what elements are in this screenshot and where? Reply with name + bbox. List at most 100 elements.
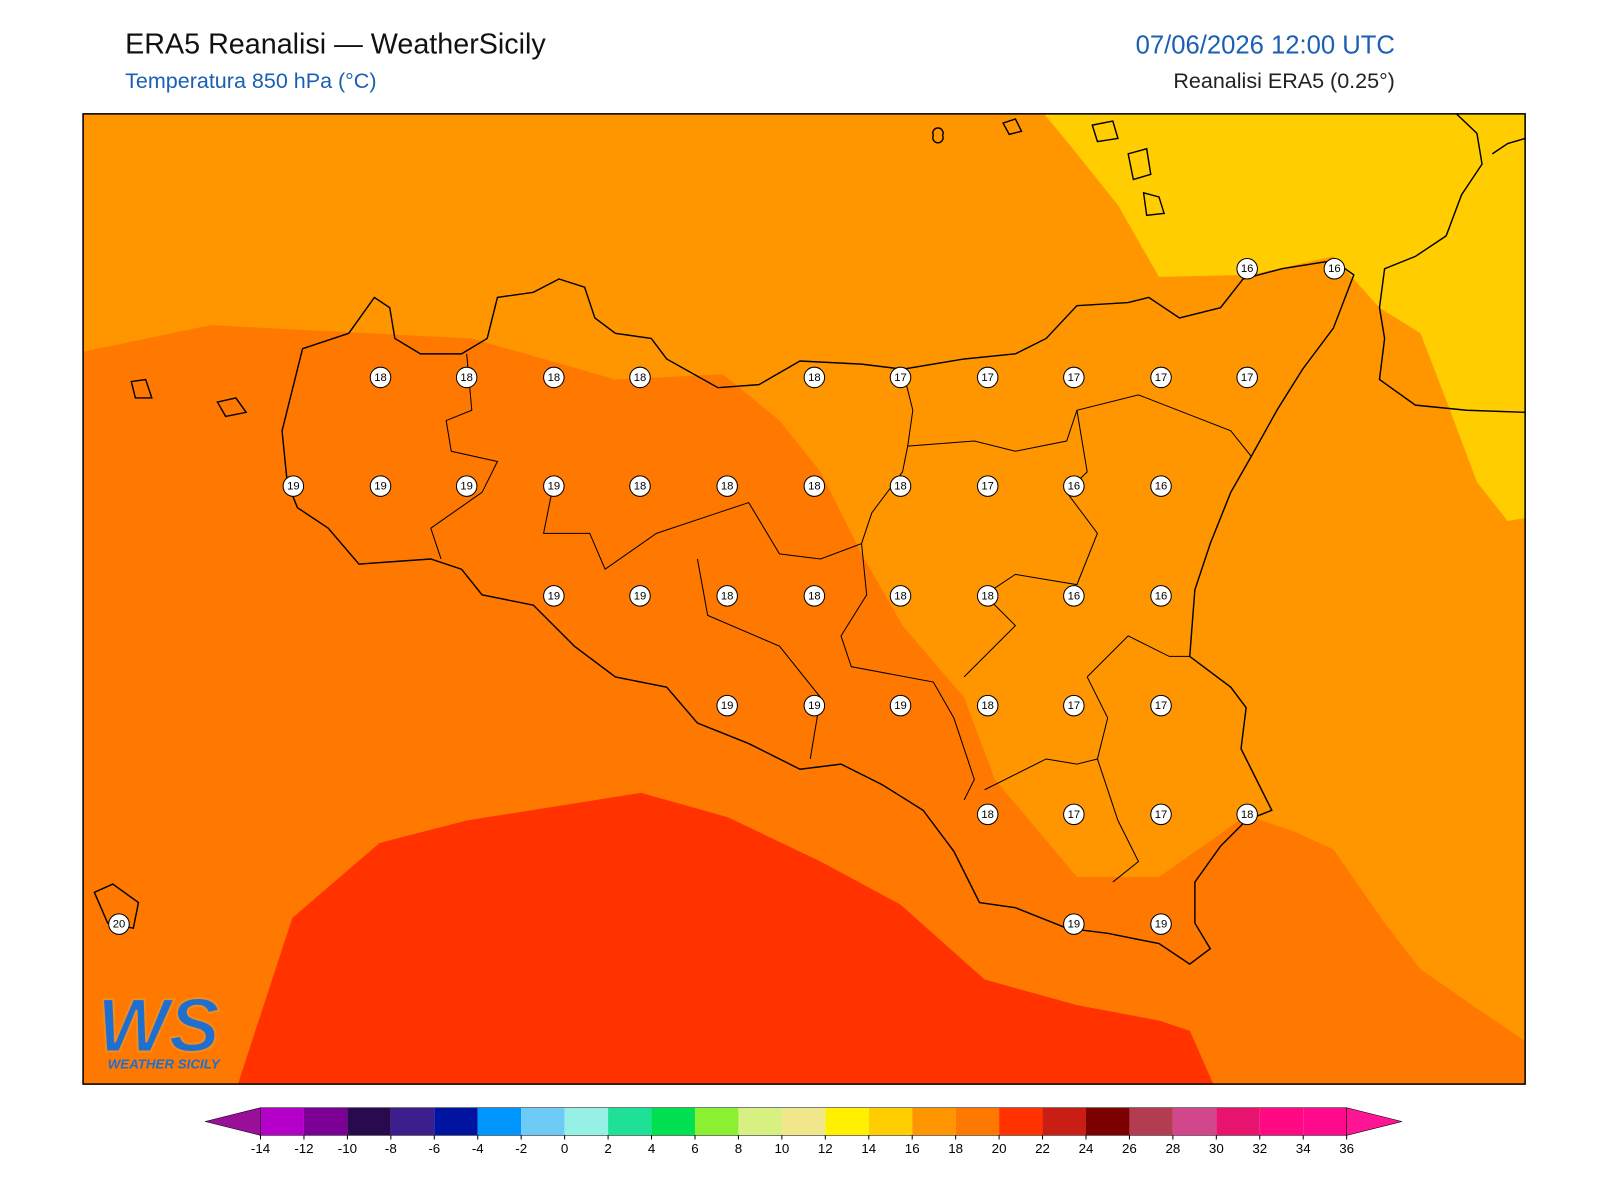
station: 17: [1150, 366, 1172, 389]
colorbar-segment: [521, 1107, 565, 1136]
station-label: 17: [1155, 372, 1168, 384]
station-marker: [1150, 366, 1172, 389]
station-label: 18: [460, 372, 473, 384]
station-label: 19: [548, 481, 561, 493]
colorbar-tick-label: 2: [604, 1141, 611, 1156]
colorbar-segment: [825, 1107, 869, 1136]
station-label: 17: [1068, 809, 1081, 821]
station-label: 18: [894, 481, 907, 493]
station: 19: [1063, 913, 1085, 935]
colorbar-tick-label: 8: [735, 1141, 742, 1156]
station-marker: [369, 366, 392, 389]
station: 17: [889, 366, 912, 389]
station-label: 19: [634, 590, 647, 602]
province-borders: [430, 353, 1252, 883]
station: 19: [369, 475, 392, 497]
colorbar-tick-label: 12: [818, 1141, 833, 1156]
station-marker: [803, 366, 826, 389]
colorbar-arrow-high: [1346, 1107, 1403, 1136]
station: 17: [1236, 366, 1258, 389]
station-label: 18: [721, 590, 734, 602]
station-marker: [1150, 913, 1172, 935]
station-marker: [1063, 913, 1085, 935]
colorbar-tick-label: 20: [992, 1141, 1007, 1156]
station-marker: [1063, 585, 1085, 607]
colorbar-segment: [260, 1107, 304, 1136]
station-marker: [976, 803, 999, 826]
colorbar-tick-label: 0: [561, 1141, 568, 1156]
colorbar-tick-label: 24: [1079, 1141, 1094, 1156]
island-salina: [1091, 120, 1119, 143]
calabria-coast-north: [1491, 137, 1526, 155]
station-marker: [455, 475, 478, 497]
station: 18: [976, 694, 999, 717]
station: 18: [803, 475, 826, 497]
station: 18: [629, 475, 651, 497]
station-label: 19: [894, 700, 907, 712]
colorbar-tick-label: -4: [472, 1141, 484, 1156]
station-marker: [1150, 475, 1172, 497]
station: 17: [976, 366, 999, 389]
field-14-16: [1044, 113, 1526, 522]
station-marker: [976, 694, 999, 717]
station-label: 19: [1068, 919, 1081, 931]
colorbar-segment: [303, 1107, 348, 1136]
station: 20: [108, 913, 130, 935]
colorbar-segment: [694, 1107, 739, 1136]
station: 18: [369, 366, 392, 389]
station-marker: [716, 694, 738, 717]
colorbar-tick-label: 34: [1296, 1141, 1311, 1156]
station: 18: [976, 803, 999, 826]
station-marker: [282, 475, 305, 497]
station: 18: [629, 366, 651, 389]
station-label: 19: [548, 590, 561, 602]
subtitle: Temperatura 850 hPa (°C): [125, 69, 376, 93]
station-marker: [629, 475, 651, 497]
colorbar-segment: [651, 1107, 695, 1136]
colorbar-tick-label: 32: [1252, 1141, 1267, 1156]
station-marker: [1063, 803, 1085, 826]
station-marker: [1236, 366, 1258, 389]
colorbar-segment: [1259, 1107, 1304, 1136]
station: 16: [1063, 585, 1085, 607]
colorbar-tick-label: 22: [1035, 1141, 1050, 1156]
station-label: 17: [1155, 809, 1168, 821]
stations: 16 16 18 18 18 18 18 17 17 17 17 17 19 19 19 19 18 18 18 18…: [108, 257, 1346, 935]
logo-text: WEATHER SICILY: [108, 1057, 221, 1072]
station: 16: [1236, 257, 1258, 280]
station: 19: [629, 585, 651, 607]
station-label: 17: [1155, 700, 1168, 712]
station: 18: [889, 585, 912, 607]
station-label: 18: [981, 700, 994, 712]
station-label: 16: [1068, 481, 1081, 493]
station: 16: [1323, 257, 1346, 280]
station-label: 19: [721, 700, 734, 712]
colorbar: -14 -12 -10 -8 -6 -4 -2 0 2 4 6 8 10 12 14 16 18 20 22 24 26…: [205, 1107, 1403, 1156]
station-marker: [543, 585, 565, 607]
colorbar-frame: [260, 1107, 1347, 1136]
station: 18: [716, 585, 738, 607]
station: 19: [803, 694, 826, 717]
station: 16: [1150, 585, 1172, 607]
map-frame: [82, 113, 1526, 1085]
station: 18: [803, 585, 826, 607]
island-favignana: [130, 378, 153, 399]
colorbar-tick-label: 28: [1165, 1141, 1180, 1156]
station: 17: [976, 475, 999, 497]
colorbar-segment: [477, 1107, 522, 1136]
station-label: 17: [894, 372, 907, 384]
station: 17: [1150, 694, 1172, 717]
station-label: 16: [1155, 481, 1168, 493]
colorbar-tick-label: 16: [905, 1141, 920, 1156]
source: Reanalisi ERA5 (0.25°): [1173, 69, 1394, 93]
station-label: 18: [981, 809, 994, 821]
field-20-22: [237, 792, 1214, 1085]
station-marker: [1063, 475, 1085, 497]
station: 18: [976, 585, 999, 607]
station-label: 16: [1241, 263, 1254, 275]
station-marker: [629, 585, 651, 607]
station-marker: [1150, 585, 1172, 607]
island-vulcano: [1142, 191, 1166, 217]
station-marker: [543, 475, 565, 497]
